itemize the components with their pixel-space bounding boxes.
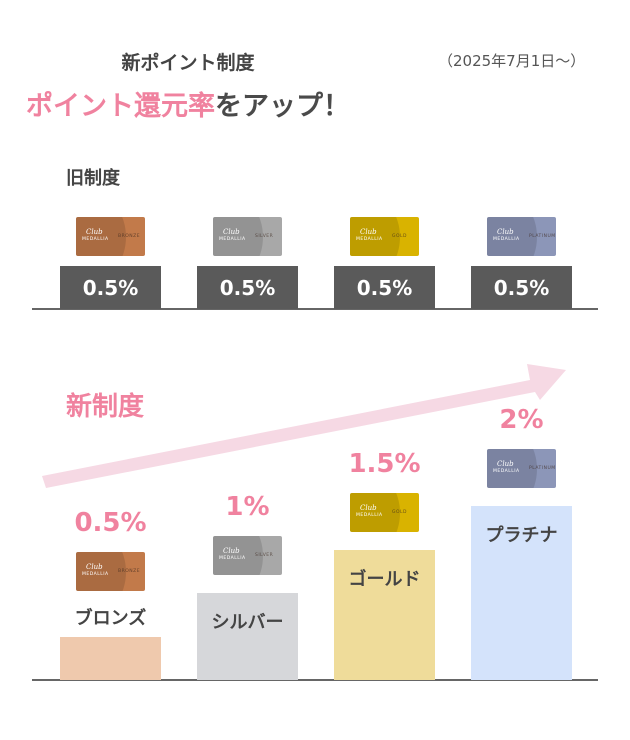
card-pattern [350,217,400,256]
membership-card-bronze: Club MEDALLIA BRONZE [76,217,145,256]
new-baseline [32,679,598,681]
card-pattern [487,217,537,256]
card-logo-club: Club [223,228,240,236]
new-bar-silver [197,593,298,680]
membership-card-platinum: Club MEDALLIA PLATINUM [487,217,556,256]
card-logo-club: Club [360,503,377,512]
card-tier-text: PLATINUM [529,234,556,239]
membership-card-gold: Club MEDALLIA GOLD [350,217,419,256]
old-bar: 0.5% [60,266,161,309]
new-system-label: 新制度 [66,392,145,422]
card-logo-brand: MEDALLIA [219,556,246,561]
new-bar-gold [334,549,435,680]
card-logo-brand: MEDALLIA [219,237,246,242]
old-bar: 0.5% [334,266,435,309]
headline: ポイント還元率をアップ！ [26,84,350,123]
card-logo-brand: MEDALLIA [82,237,109,242]
card-logo-club: Club [497,228,514,236]
card-pattern [76,551,126,591]
card-tier-text: SILVER [255,553,274,558]
membership-card-gold: Club MEDALLIA GOLD [350,492,419,532]
new-rate-label: 1.5% [348,448,421,479]
card-logo-brand: MEDALLIA [493,469,520,474]
tier-label: シルバー [211,612,284,633]
old-baseline [32,308,598,310]
card-logo-brand: MEDALLIA [356,237,383,242]
tier-label: ゴールド [348,568,421,590]
tier-label: ブロンズ [74,607,147,629]
card-pattern [350,492,400,532]
card-tier-text: GOLD [392,509,408,515]
card-tier-text: BRONZE [118,234,141,239]
headline-highlight: ポイント還元率 [26,91,215,122]
new-bar-platinum [471,506,572,680]
page-title: 新ポイント制度 [121,52,255,74]
card-tier-text: PLATINUM [529,466,556,471]
membership-card-silver: Club MEDALLIA SILVER [213,217,282,256]
new-rate-label: 1% [225,492,270,522]
card-pattern [76,217,126,256]
old-bar: 0.5% [197,266,298,309]
old-system-label: 旧制度 [66,168,120,189]
tier-label: プラチナ [485,525,558,546]
card-logo-club: Club [497,460,514,468]
card-logo-brand: MEDALLIA [356,512,383,518]
membership-card-silver: Club MEDALLIA SILVER [213,536,282,575]
card-pattern [213,217,263,256]
membership-card-bronze: Club MEDALLIA BRONZE [76,551,145,591]
card-logo-club: Club [223,547,240,555]
card-logo-brand: MEDALLIA [493,237,520,242]
headline-rest: をアップ！ [215,91,350,122]
new-rate-label: 2% [499,405,544,435]
card-logo-club: Club [86,562,103,571]
card-tier-text: SILVER [255,234,274,239]
new-rate-label: 0.5% [74,507,147,538]
new-bar-bronze [60,636,161,680]
membership-card-platinum: Club MEDALLIA PLATINUM [487,449,556,488]
card-logo-brand: MEDALLIA [82,571,109,577]
card-tier-text: GOLD [392,234,408,239]
growth-arrow-shape [42,364,566,488]
card-logo-club: Club [86,228,103,236]
card-pattern [213,536,263,575]
old-bar: 0.5% [471,266,572,309]
card-pattern [487,449,537,488]
effective-date: （2025年7月1日～） [438,52,586,70]
card-logo-club: Club [360,228,377,236]
card-tier-text: BRONZE [118,568,141,574]
